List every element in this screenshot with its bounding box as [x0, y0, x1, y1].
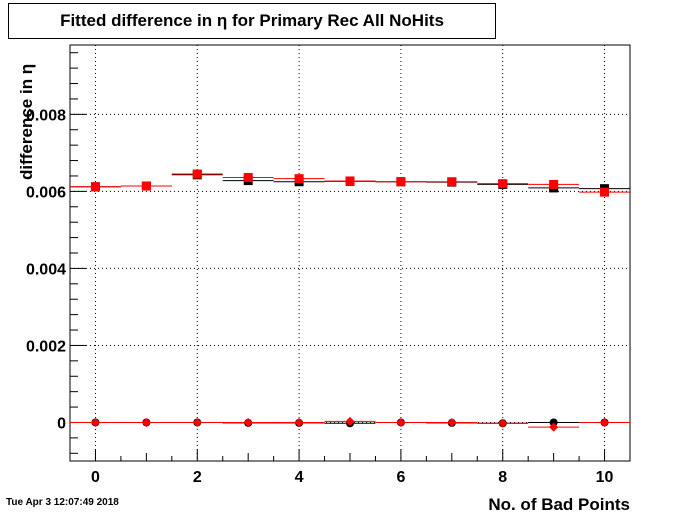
square-marker [141, 181, 151, 191]
y-axis-label: difference in η [17, 64, 36, 180]
chart-title: Fitted difference in η for Primary Rec A… [8, 3, 496, 39]
square-marker [90, 182, 100, 192]
diamond-marker [447, 417, 457, 427]
x-axis-label: No. of Bad Points [488, 495, 630, 514]
y-tick-label: 0.004 [26, 261, 66, 278]
diamond-marker [600, 417, 610, 427]
x-tick-label: 2 [193, 469, 202, 486]
square-marker [345, 176, 355, 186]
x-tick-label: 4 [295, 469, 304, 486]
y-tick-label: 0.008 [26, 107, 66, 124]
diamond-marker [243, 417, 253, 427]
x-tick-label: 8 [498, 469, 507, 486]
y-tick-label: 0 [57, 415, 66, 432]
square-marker [243, 173, 253, 183]
diamond-marker [345, 416, 355, 426]
square-marker [600, 187, 610, 197]
diamond-marker [90, 417, 100, 427]
square-marker [192, 169, 202, 179]
marks-layer [70, 169, 630, 432]
timestamp: Tue Apr 3 12:07:49 2018 [6, 497, 119, 508]
diamond-marker [141, 417, 151, 427]
square-marker [498, 179, 508, 189]
diamond-marker [549, 422, 559, 432]
circle-marker [549, 418, 558, 427]
square-marker [294, 174, 304, 184]
diamond-marker [396, 417, 406, 427]
grid-layer [70, 45, 630, 461]
diamond-marker [498, 418, 508, 428]
x-tick-label: 10 [596, 469, 614, 486]
diamond-marker [192, 417, 202, 427]
y-tick-label: 0.006 [26, 184, 66, 201]
square-marker [396, 177, 406, 187]
plot-frame [69, 44, 631, 462]
diamond-marker [294, 417, 304, 427]
x-tick-label: 0 [91, 469, 100, 486]
y-tick-label: 0.002 [26, 338, 66, 355]
square-marker [549, 179, 559, 189]
x-tick-label: 6 [396, 469, 405, 486]
square-marker [447, 177, 457, 187]
